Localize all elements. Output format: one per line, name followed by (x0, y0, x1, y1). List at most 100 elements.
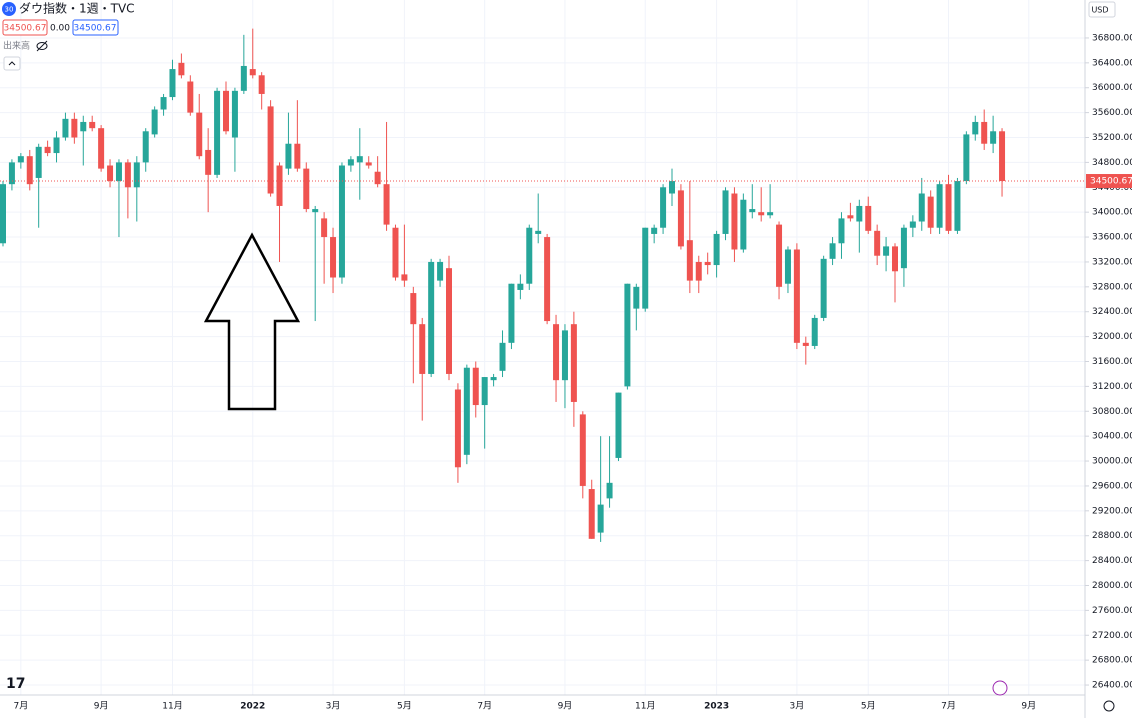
buy-price[interactable]: 34500.67 (74, 24, 117, 34)
price-tag-label: 34500.67 (1090, 177, 1132, 187)
y-tick-label: 26400.00 (1092, 681, 1132, 691)
candle-body (499, 342, 506, 371)
candle-body (945, 184, 952, 231)
x-tick-label: 9月 (94, 701, 109, 712)
symbol-badge: 30 (5, 6, 14, 14)
y-tick-label: 30800.00 (1092, 407, 1132, 417)
candle-body (124, 162, 131, 188)
axes: 26400.00 26800.00 27200.00 27600.00 28000.00… (13, 33, 1132, 712)
logo[interactable]: 17 (6, 676, 25, 692)
y-tick-label: 34000.00 (1092, 208, 1132, 218)
y-tick-label: 28400.00 (1092, 556, 1132, 566)
y-tick-label: 33600.00 (1092, 233, 1132, 243)
candle-body (704, 261, 711, 266)
candle-body (802, 342, 809, 346)
candle-body (133, 162, 140, 188)
volume-label[interactable]: 出来高 (3, 40, 30, 52)
candle-body (214, 90, 221, 175)
candle-body (374, 171, 381, 185)
visibility-icon[interactable] (36, 40, 48, 52)
candle-body (231, 90, 238, 138)
candle-body (722, 190, 729, 234)
x-tick-label: 2023 (704, 702, 729, 712)
candle-body (642, 227, 649, 309)
x-tick-label: 7月 (477, 701, 492, 712)
candle-body (740, 199, 747, 250)
arrow-annotation (203, 232, 301, 411)
candle-body (633, 286, 640, 309)
candle-body (392, 227, 399, 278)
x-tick-label: 11月 (162, 701, 182, 712)
candle-body (151, 109, 158, 135)
candle-body (71, 118, 78, 138)
y-tick-label: 30000.00 (1092, 457, 1132, 467)
candle-body (481, 377, 488, 406)
candle-body (187, 81, 194, 113)
sell-box[interactable] (2, 19, 48, 36)
y-tick-label: 35600.00 (1092, 108, 1132, 118)
candle-body (89, 121, 96, 129)
y-tick-label: 29600.00 (1092, 481, 1132, 491)
y-tick-label: 34800.00 (1092, 158, 1132, 168)
alert-icon[interactable] (992, 680, 1008, 696)
candle-body (249, 69, 256, 76)
currency-button[interactable] (1088, 1, 1116, 18)
candle-body (660, 187, 667, 228)
candle-body (490, 377, 497, 381)
candle-body (508, 283, 515, 343)
y-tick-label: 28000.00 (1092, 581, 1132, 591)
candle-body (731, 193, 738, 250)
candle-body (597, 504, 604, 533)
candle-body (80, 121, 87, 132)
candle-body (588, 489, 595, 539)
collapse-button[interactable] (3, 56, 21, 71)
settings-icon[interactable] (1103, 700, 1115, 712)
candle-body (749, 209, 756, 213)
candle-body (267, 106, 274, 194)
y-tick-label: 26800.00 (1092, 656, 1132, 666)
y-tick-label: 28800.00 (1092, 531, 1132, 541)
candle-body (294, 143, 301, 169)
sell-price[interactable]: 34500.67 (4, 24, 47, 34)
x-tick-label: 9月 (1021, 701, 1036, 712)
y-tick-label: 29200.00 (1092, 506, 1132, 516)
candle-body (472, 367, 479, 406)
candle-body (44, 146, 51, 154)
buy-box[interactable] (72, 19, 119, 36)
y-tick-label: 32400.00 (1092, 307, 1132, 317)
y-tick-label: 36000.00 (1092, 83, 1132, 93)
candle-body (865, 205, 872, 231)
candle-body (793, 249, 800, 343)
x-tick-label: 2022 (240, 702, 265, 712)
candle-body (579, 414, 586, 486)
candle-body (544, 237, 551, 322)
candle-body (98, 128, 105, 169)
candle-body (53, 137, 60, 154)
candle-body (561, 330, 568, 381)
candle-body (651, 227, 658, 234)
candle-body (347, 159, 354, 166)
candle-body (615, 392, 622, 458)
candle-body (606, 482, 613, 499)
candle-body (784, 249, 791, 284)
candle-body (8, 162, 15, 185)
candle-body (17, 156, 24, 163)
candle-body (936, 184, 943, 228)
candle-body (954, 181, 961, 231)
candle-body (240, 65, 247, 91)
candle-body (669, 181, 675, 194)
candle-body (437, 261, 444, 281)
candle-body (829, 243, 836, 259)
candle-body (624, 283, 631, 387)
currency[interactable]: USD (1091, 6, 1108, 15)
candle-body (160, 97, 167, 110)
chart-title[interactable]: ダウ指数・1週・TVC (19, 1, 135, 16)
candle-body (312, 209, 319, 213)
y-tick-label: 27200.00 (1092, 631, 1132, 641)
candle-body (285, 143, 292, 169)
candle-body (883, 246, 890, 256)
candle-body (526, 227, 533, 284)
grid (0, 0, 1085, 695)
candle-body (553, 324, 560, 381)
